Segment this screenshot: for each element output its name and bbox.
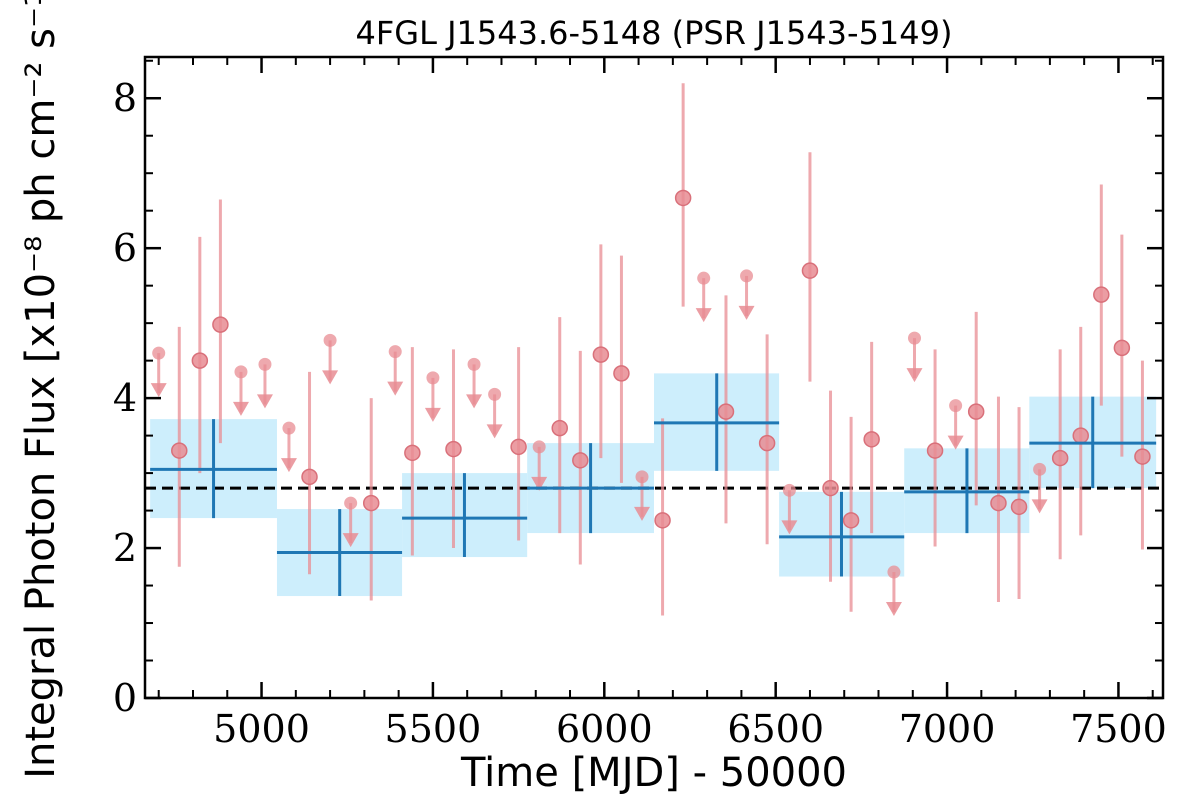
upper-limit-point bbox=[258, 357, 272, 371]
upper-limit-arrow bbox=[150, 383, 167, 398]
flux-point bbox=[1134, 448, 1151, 465]
x-tick-label: 7000 bbox=[899, 707, 996, 751]
flux-point bbox=[613, 365, 630, 382]
flux-point bbox=[674, 189, 692, 207]
flux-point bbox=[445, 440, 462, 458]
long-bin-bands bbox=[150, 373, 1157, 597]
flux-point bbox=[572, 452, 589, 469]
flux-point bbox=[758, 434, 776, 452]
flux-point bbox=[301, 468, 318, 486]
upper-limit-point bbox=[344, 496, 358, 510]
flux-point bbox=[822, 479, 839, 497]
upper-limit-point bbox=[282, 421, 296, 435]
upper-limit-point bbox=[323, 333, 337, 347]
x-tick-label: 5000 bbox=[213, 707, 310, 751]
x-tick-label: 5500 bbox=[385, 707, 482, 751]
flux-point bbox=[967, 403, 985, 420]
upper-limit-arrow bbox=[466, 394, 483, 409]
y-axis-label: Integral Photon Flux [x10⁻⁸ ph cm⁻² s⁻¹] bbox=[18, 0, 64, 779]
flux-point bbox=[801, 262, 819, 279]
plot-frame bbox=[143, 55, 1165, 700]
y-tick-label: 2 bbox=[113, 526, 137, 570]
upper-limit-arrow bbox=[256, 394, 273, 409]
x-axis-label: Time [MJD] - 50000 bbox=[460, 750, 847, 796]
upper-limit-point bbox=[635, 470, 649, 484]
x-tick-label: 6500 bbox=[727, 707, 824, 751]
upper-limit-point bbox=[697, 271, 711, 285]
upper-limit-arrow bbox=[486, 424, 503, 439]
upper-limit-point bbox=[949, 399, 963, 413]
y-tick-label: 6 bbox=[113, 226, 137, 270]
flux-point bbox=[1051, 449, 1069, 467]
upper-limit-point bbox=[907, 331, 921, 345]
upper-limit-point bbox=[152, 346, 166, 360]
flux-point bbox=[171, 442, 188, 459]
upper-limit-point bbox=[426, 371, 440, 385]
upper-limit-arrow bbox=[885, 602, 902, 617]
flux-point bbox=[863, 431, 880, 448]
flux-point bbox=[654, 512, 671, 529]
flux-point bbox=[510, 438, 527, 456]
upper-limit-point bbox=[740, 269, 754, 283]
upper-limit-point bbox=[887, 565, 901, 579]
upper-limit-arrow bbox=[947, 435, 964, 450]
x-tick-label: 7500 bbox=[1070, 707, 1167, 751]
upper-limit-arrow bbox=[906, 368, 923, 383]
flux-point bbox=[926, 442, 944, 459]
flux-point bbox=[191, 352, 209, 369]
upper-limit-arrow bbox=[322, 370, 339, 385]
flux-point bbox=[404, 444, 421, 462]
flux-point bbox=[842, 512, 860, 529]
flux-point bbox=[1072, 427, 1089, 444]
chart-title: 4FGL J1543.6-5148 (PSR J1543-5149) bbox=[356, 14, 953, 52]
flux-point bbox=[212, 316, 229, 333]
x-tick-label: 6000 bbox=[556, 707, 653, 751]
upper-limit-point bbox=[467, 357, 481, 371]
long-bin-crosses bbox=[150, 373, 1157, 597]
upper-limit-arrow bbox=[232, 401, 249, 416]
flux-point bbox=[717, 403, 735, 420]
flux-point bbox=[990, 494, 1007, 512]
y-tick-label: 0 bbox=[113, 676, 137, 720]
upper-limit-arrow bbox=[781, 520, 798, 535]
axes: 5000 5500 6000 6500 7000 7500 0 2 4 6 8 bbox=[113, 55, 1167, 751]
flux-point bbox=[551, 419, 568, 437]
flux-point bbox=[362, 494, 380, 512]
upper-limit-point bbox=[488, 387, 502, 401]
flux-point bbox=[1010, 498, 1028, 516]
flux-point bbox=[592, 346, 610, 363]
upper-limit-arrow bbox=[424, 407, 441, 422]
upper-limit-point bbox=[234, 365, 248, 379]
upper-limit-arrow bbox=[280, 458, 297, 473]
upper-limit-arrow bbox=[738, 305, 755, 320]
upper-limit-arrow bbox=[387, 381, 404, 396]
short-bin-points bbox=[150, 83, 1151, 617]
upper-limit-arrow bbox=[1031, 499, 1048, 514]
upper-limit-arrow bbox=[695, 308, 712, 323]
upper-limit-point bbox=[1033, 462, 1047, 476]
y-tick-label: 8 bbox=[113, 76, 137, 120]
upper-limit-arrow bbox=[531, 476, 548, 491]
upper-limit-arrow bbox=[342, 533, 359, 548]
upper-limit-arrow bbox=[634, 506, 651, 521]
flux-point bbox=[1093, 286, 1110, 303]
upper-limit-point bbox=[782, 483, 796, 497]
upper-limit-point bbox=[532, 440, 546, 454]
y-tick-label: 4 bbox=[113, 376, 137, 420]
upper-limit-point bbox=[388, 345, 402, 359]
flux-point bbox=[1113, 339, 1131, 357]
